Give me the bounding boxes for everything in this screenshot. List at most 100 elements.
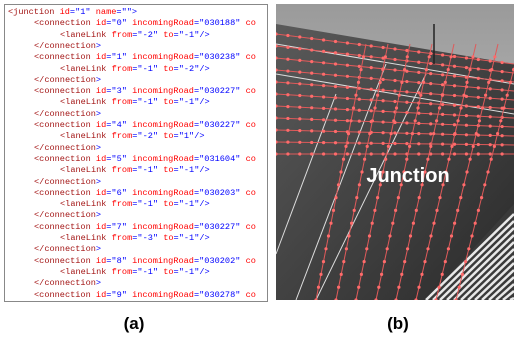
path-dot (358, 120, 361, 123)
path-dot (465, 143, 468, 146)
path-dot (423, 260, 426, 263)
path-dot (406, 247, 409, 250)
path-dot (501, 134, 504, 137)
path-dot (334, 85, 337, 88)
path-dot (360, 273, 363, 276)
path-dot (477, 105, 480, 108)
path-dot (444, 81, 447, 84)
path-dot (464, 260, 467, 263)
path-dot (358, 87, 361, 90)
code-line: <laneLink from="-2" to="1"/> (60, 131, 205, 142)
path-dot (490, 68, 493, 71)
path-dot (441, 152, 444, 155)
path-dot (327, 234, 330, 237)
path-dot (346, 64, 349, 67)
path-dot (358, 141, 361, 144)
path-dot (417, 152, 420, 155)
code-line: <connection id="8" incomingRoad="030202"… (34, 256, 256, 267)
path-dot (417, 142, 420, 145)
path-dot (322, 38, 325, 41)
path-dot (429, 102, 432, 105)
path-dot (393, 100, 396, 103)
path-dot (441, 73, 444, 76)
path-dot (435, 209, 438, 212)
path-dot (395, 106, 398, 109)
path-dot (382, 78, 385, 81)
path-dot (358, 183, 361, 186)
path-dot (379, 81, 382, 84)
path-dot (337, 183, 340, 186)
code-line: </connection> (34, 41, 101, 52)
code-line: </connection> (34, 244, 101, 255)
path-dot (382, 120, 385, 123)
code-line: <connection id="1" incomingRoad="030238"… (34, 52, 256, 63)
path-dot (490, 158, 493, 161)
path-dot (393, 142, 396, 145)
path-dot (324, 247, 327, 250)
path-dot (414, 119, 417, 122)
path-dot (419, 94, 422, 97)
path-dot (465, 170, 468, 173)
path-dot (370, 88, 373, 91)
path-dot (484, 94, 487, 97)
path-dot (481, 106, 484, 109)
path-dot (468, 68, 471, 71)
path-dot (477, 209, 480, 212)
page: <junction id="1" name=""><connection id=… (0, 0, 517, 345)
path-dot (370, 66, 373, 69)
path-dot (417, 112, 420, 115)
path-dot (477, 152, 480, 155)
path-dot (322, 61, 325, 64)
path-dot (438, 106, 441, 109)
path-dot (441, 123, 444, 126)
path-dot (458, 286, 461, 289)
path-dot (370, 44, 373, 47)
path-dot (429, 92, 432, 95)
path-dot (465, 152, 468, 155)
path-dot (450, 234, 453, 237)
path-dot (412, 222, 415, 225)
path-dot (408, 145, 411, 148)
path-dot (480, 196, 483, 199)
path-dot (502, 106, 505, 109)
path-dot (441, 103, 444, 106)
path-dot (322, 141, 325, 144)
path-dot (411, 132, 414, 135)
path-dot (417, 132, 420, 135)
path-dot (339, 170, 342, 173)
path-dot (310, 48, 313, 51)
path-dot (432, 132, 435, 135)
path-dot (477, 115, 480, 118)
path-dot (286, 152, 289, 155)
path-dot (358, 54, 361, 57)
path-dot (382, 152, 385, 155)
path-dot (346, 97, 349, 100)
path-dot (347, 132, 350, 135)
path-dot (394, 209, 397, 212)
path-dot (397, 196, 400, 199)
path-dot (397, 286, 400, 289)
path-dot (453, 152, 456, 155)
path-dot (358, 109, 361, 112)
path-dot (384, 55, 387, 58)
path-dot (453, 55, 456, 58)
path-dot (298, 152, 301, 155)
path-dot (393, 58, 396, 61)
path-dot (344, 145, 347, 148)
path-dot (382, 142, 385, 145)
code-line: <connection id="5" incomingRoad="031604"… (34, 154, 256, 165)
path-dot (465, 124, 468, 127)
path-dot (441, 63, 444, 66)
path-dot (496, 132, 499, 135)
code-line: <laneLink from="-1" to="-1"/> (60, 165, 210, 176)
path-dot (405, 101, 408, 104)
path-dot (342, 158, 345, 161)
path-dot (310, 152, 313, 155)
path-dot (465, 56, 468, 59)
path-dot (429, 234, 432, 237)
path-dot (453, 94, 456, 97)
path-dot (425, 68, 428, 71)
path-dot (334, 141, 337, 144)
path-dot (286, 129, 289, 132)
path-dot (393, 131, 396, 134)
